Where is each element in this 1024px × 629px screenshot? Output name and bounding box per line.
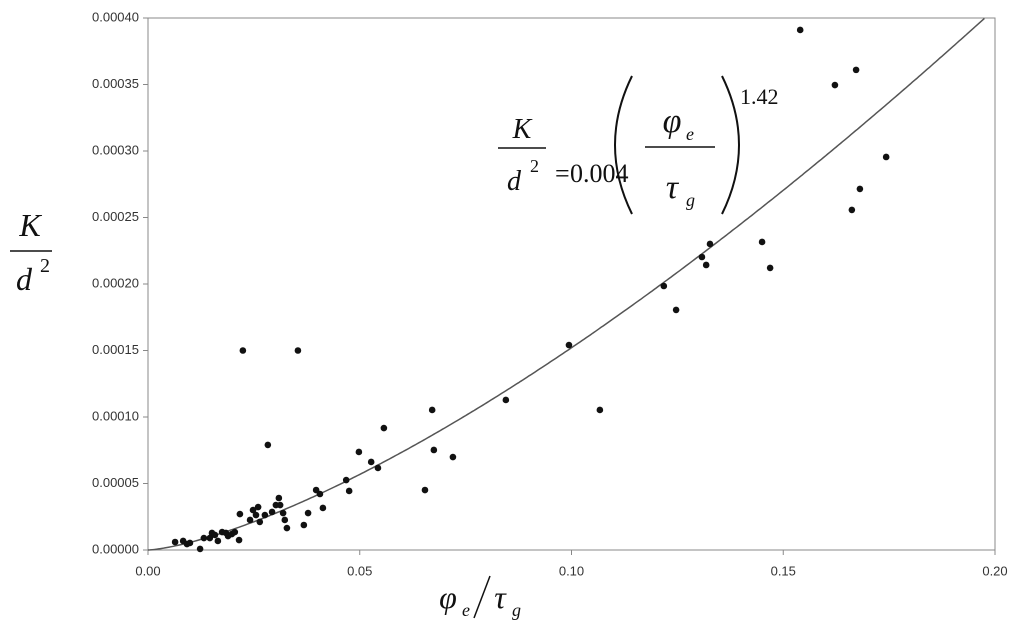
point — [294, 347, 302, 354]
point — [852, 66, 860, 74]
point — [300, 521, 308, 529]
point — [342, 476, 350, 484]
point — [261, 511, 269, 519]
point — [239, 347, 247, 354]
point — [264, 441, 272, 449]
point — [374, 464, 382, 472]
point — [254, 503, 262, 511]
y-label-numerator: K — [18, 207, 42, 243]
y-tick-label: 0.00035 — [92, 76, 139, 91]
point — [848, 206, 856, 214]
point — [596, 406, 604, 414]
point — [214, 537, 222, 545]
point — [565, 341, 573, 349]
point — [235, 536, 243, 544]
x-tick-label: 0.00 — [135, 563, 160, 578]
point — [252, 511, 260, 519]
point — [200, 534, 208, 542]
point — [428, 406, 436, 414]
point — [380, 424, 388, 432]
y-label-superscript: 2 — [40, 255, 50, 277]
point — [236, 510, 244, 518]
x-label-numerator: φ — [439, 579, 457, 615]
point — [702, 261, 710, 269]
y-tick-label: 0.00010 — [92, 408, 139, 423]
point — [281, 516, 289, 524]
point — [502, 396, 510, 404]
y-tick-label: 0.00040 — [92, 9, 139, 24]
point — [276, 501, 284, 509]
equation-fraction-denominator: τ — [666, 169, 680, 206]
equation-fraction-denominator-subscript: g — [686, 190, 695, 210]
equation-exponent: 1.42 — [740, 84, 779, 109]
point — [256, 518, 264, 526]
x-tick-label: 0.10 — [559, 563, 584, 578]
point — [279, 509, 287, 517]
point — [171, 538, 179, 546]
x-label-denominator: τ — [494, 579, 507, 615]
point — [766, 264, 774, 272]
point — [249, 506, 257, 514]
y-tick-label: 0.00015 — [92, 342, 139, 357]
point — [449, 453, 457, 461]
x-label-numerator-subscript: e — [462, 600, 470, 620]
equation-fraction-numerator: φ — [663, 103, 682, 140]
point — [796, 26, 804, 34]
point — [196, 545, 204, 553]
y-tick-label: 0.00020 — [92, 275, 139, 290]
point — [275, 494, 283, 502]
point — [367, 458, 375, 466]
y-tick-label: 0.00000 — [92, 541, 139, 556]
equation-right-paren — [721, 75, 740, 215]
x-label-denominator-subscript: g — [512, 600, 521, 620]
point — [421, 486, 429, 494]
y-tick-label: 0.00025 — [92, 209, 139, 224]
point — [856, 185, 864, 193]
fit-curve — [147, 17, 985, 551]
y-tick-label: 0.00030 — [92, 142, 139, 157]
equation-superscript: 2 — [530, 156, 539, 176]
point — [283, 524, 291, 532]
point — [660, 282, 668, 290]
point — [206, 534, 214, 542]
point — [268, 508, 276, 516]
x-label-slash — [473, 575, 491, 619]
equation-fraction-numerator-subscript: e — [686, 124, 694, 144]
point — [698, 253, 706, 261]
equation-numerator: K — [512, 114, 533, 145]
plot-frame — [147, 17, 996, 551]
equation-relation: = — [555, 159, 570, 188]
point — [319, 504, 327, 512]
equation-denominator: d — [507, 166, 522, 197]
point — [672, 306, 680, 314]
point — [246, 516, 254, 524]
x-tick-label: 0.05 — [347, 563, 372, 578]
point — [186, 539, 194, 547]
equation-left-paren — [614, 75, 633, 215]
point — [706, 240, 714, 248]
point — [316, 490, 324, 498]
x-tick-label: 0.20 — [982, 563, 1007, 578]
x-tick-label: 0.15 — [771, 563, 796, 578]
point — [231, 528, 239, 536]
point — [758, 238, 766, 246]
point — [211, 531, 219, 539]
point — [304, 509, 312, 517]
point — [345, 487, 353, 495]
y-tick-label: 0.00005 — [92, 475, 139, 490]
point — [831, 81, 839, 89]
point — [882, 153, 890, 161]
point — [355, 448, 363, 456]
y-label-denominator: d — [16, 261, 33, 297]
point — [430, 446, 438, 454]
